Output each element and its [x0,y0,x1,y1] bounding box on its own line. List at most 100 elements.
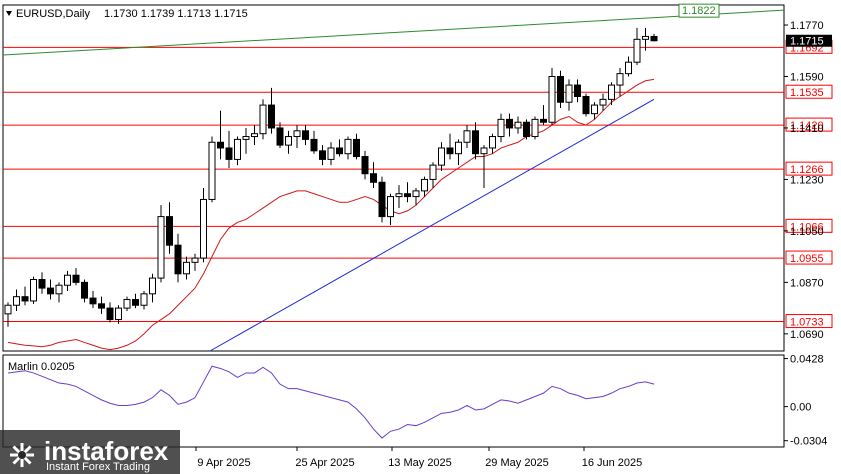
candle [166,202,173,254]
price-tick-label: 1.1230 [790,174,824,186]
trendlines-layer [2,9,785,352]
level-tag-1.1066: 1.1066 [790,221,824,233]
chart-header-arrow-icon [6,11,12,16]
candle [4,302,12,327]
candle [259,99,267,140]
candle-body-bull [625,61,632,75]
symbol-label: EURUSD,Daily [16,8,90,20]
candle-body-bull [149,277,156,295]
candle [387,193,394,226]
candle [370,162,377,189]
candle-body-bear [302,130,309,140]
candle [38,272,46,294]
candle-body-bear [404,193,411,198]
candle-body-bear [166,216,173,246]
candle-body-bull [13,296,20,306]
current-price-box [786,34,832,47]
candle-body-bull [421,178,428,192]
candle-body-bear [523,121,530,138]
price-tick-label: 1.1770 [790,20,824,32]
candle-body-bear [21,296,29,302]
candle-body-bull [200,198,207,259]
candle [336,139,343,157]
candle-body-bull [55,284,63,295]
candle-body-bear [268,104,275,129]
candle [599,93,607,111]
candle [497,113,505,143]
level-tag-box-1.0955 [785,250,833,265]
time-tick-label: 13 May 2025 [388,457,452,469]
level-tag-1.1420: 1.1420 [790,120,824,132]
candle-body-bull [191,257,199,263]
candle-body-bear [89,297,97,305]
candle-body-bull [531,118,539,138]
candle [234,136,241,166]
candle [208,136,216,203]
level-tag-box-1.1066 [785,218,833,233]
time-tick-label: 9 Apr 2025 [197,457,250,469]
candle [642,27,649,51]
candle [55,282,63,303]
candle [183,256,190,280]
candle [21,286,29,306]
candle-body-bull [140,293,148,306]
candle-body-bull [242,136,250,140]
trendline-tag: 1.1822 [682,5,716,17]
level-tag-box-1.1420 [785,117,833,132]
marlin-line [7,365,655,439]
candle [149,273,156,303]
candle [13,289,20,311]
candle [531,116,539,140]
candle-body-bull [599,98,607,106]
candle-body-bear [650,35,658,42]
candle-body-bull [429,164,437,180]
watermark-brand: instaforex [44,436,169,466]
candle [446,133,454,160]
candle-body-bear [582,96,590,115]
candle [140,290,148,310]
instaforex-logo: instaforex Instant Forex Trading [0,430,180,474]
level-tag-box-1.1535 [785,84,833,99]
candle [276,122,284,148]
watermark-tagline: Instant Forex Trading [46,461,150,473]
blue-trendline [209,98,655,352]
candle-body-bull [455,141,462,155]
candle-body-bull [293,130,301,138]
candle [132,293,139,309]
indicator-layer: 0.0428 0.00 -0.0304 [7,354,827,448]
candle [582,93,590,117]
candle-body-bull [633,38,641,63]
time-tick-label: 25 Apr 2025 [295,457,354,469]
candle-body-bear [506,118,513,129]
candle-body-bull [327,147,335,160]
candle-body-bull [4,304,12,315]
candle [616,67,624,97]
candle-body-bull [234,138,241,160]
candle-body-bull [208,141,216,200]
indicator-label: Marlin 0.0205 [8,361,75,373]
candle [30,276,37,304]
green-trendline [2,9,785,56]
candle [650,33,658,42]
candle-body-bull [259,104,267,135]
candle-body-bear [132,299,139,306]
candle [565,79,573,111]
candle [302,125,309,146]
candle-body-bull [548,75,556,123]
candle-body-bull [115,307,122,321]
candle [463,125,471,148]
candle-body-bull [285,136,292,146]
candle [115,305,122,324]
candle [174,233,182,283]
level-tag-1.0955: 1.0955 [790,253,824,265]
candle [574,79,581,103]
candle-body-bear [361,156,369,175]
candle [633,27,641,66]
candle [98,296,105,314]
time-axis: 9 Apr 2025 25 Apr 2025 13 May 2025 29 May 2… [195,447,642,469]
candle [319,145,326,166]
candle-body-bull [497,118,505,138]
candle [285,130,292,154]
level-tag-box-1.0733 [785,314,833,329]
